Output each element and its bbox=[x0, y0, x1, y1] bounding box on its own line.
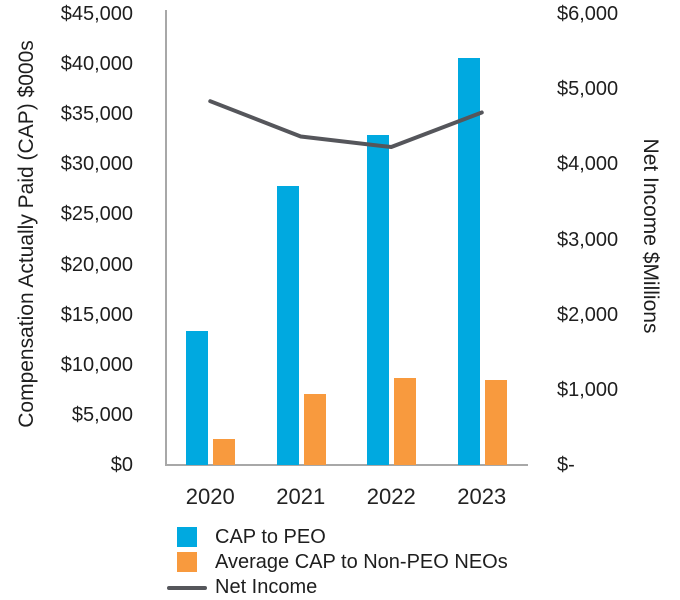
x-axis-label-2021: 2021 bbox=[276, 484, 326, 509]
x-axis-line bbox=[165, 464, 528, 466]
legend-line-swatch-net-income bbox=[167, 586, 207, 590]
bar-cap-to-peo-2021 bbox=[276, 186, 299, 465]
right-axis-tick-label: $2,000 bbox=[557, 303, 619, 326]
bar-cap-to-peo-2023 bbox=[457, 58, 480, 465]
right-axis-tick-label: $4,000 bbox=[557, 153, 619, 176]
bar-average-cap-to-non-peo-neos-2020 bbox=[213, 438, 236, 465]
right-axis-tick-label: $5,000 bbox=[557, 78, 619, 101]
right-axis-tick-label: $1,000 bbox=[557, 378, 619, 401]
legend-label-avg-cap-non-peo: Average CAP to Non-PEO NEOs bbox=[215, 551, 508, 573]
bar-average-cap-to-non-peo-neos-2021 bbox=[303, 393, 326, 465]
left-axis-tick-label: $40,000 bbox=[60, 53, 133, 76]
legend-swatch-avg-cap-non-peo bbox=[177, 552, 197, 572]
left-axis-tick-label: $15,000 bbox=[60, 303, 133, 326]
x-axis-label-2022: 2022 bbox=[366, 484, 416, 509]
left-axis-tick-label: $5,000 bbox=[71, 403, 133, 426]
bar-average-cap-to-non-peo-neos-2023 bbox=[484, 379, 507, 465]
bar-cap-to-peo-2022 bbox=[367, 135, 390, 465]
legend-swatch-cap-to-peo bbox=[177, 527, 197, 547]
legend-label-cap-to-peo: CAP to PEO bbox=[215, 526, 326, 548]
x-axis-label-2020: 2020 bbox=[185, 484, 235, 509]
bar-cap-to-peo-2020 bbox=[186, 330, 209, 465]
right-axis-tick-label: $- bbox=[557, 454, 575, 476]
left-axis-tick-label: $0 bbox=[110, 454, 133, 476]
right-axis-tick-label: $3,000 bbox=[557, 228, 619, 251]
left-axis-tick-label: $25,000 bbox=[60, 203, 133, 226]
left-axis-tick-label: $20,000 bbox=[60, 253, 133, 276]
right-axis-title: Net Income $Millions bbox=[639, 138, 662, 334]
left-axis-tick-label: $45,000 bbox=[60, 3, 133, 25]
left-axis-tick-label: $10,000 bbox=[60, 353, 133, 376]
x-axis-label-2023: 2023 bbox=[457, 484, 507, 509]
y-axis-line bbox=[165, 10, 167, 466]
legend-label-net-income: Net Income bbox=[215, 576, 318, 598]
right-axis-tick-label: $6,000 bbox=[557, 3, 619, 25]
bar-average-cap-to-non-peo-neos-2022 bbox=[394, 377, 417, 465]
left-axis-tick-label: $35,000 bbox=[60, 103, 133, 126]
left-axis-tick-label: $30,000 bbox=[60, 153, 133, 176]
